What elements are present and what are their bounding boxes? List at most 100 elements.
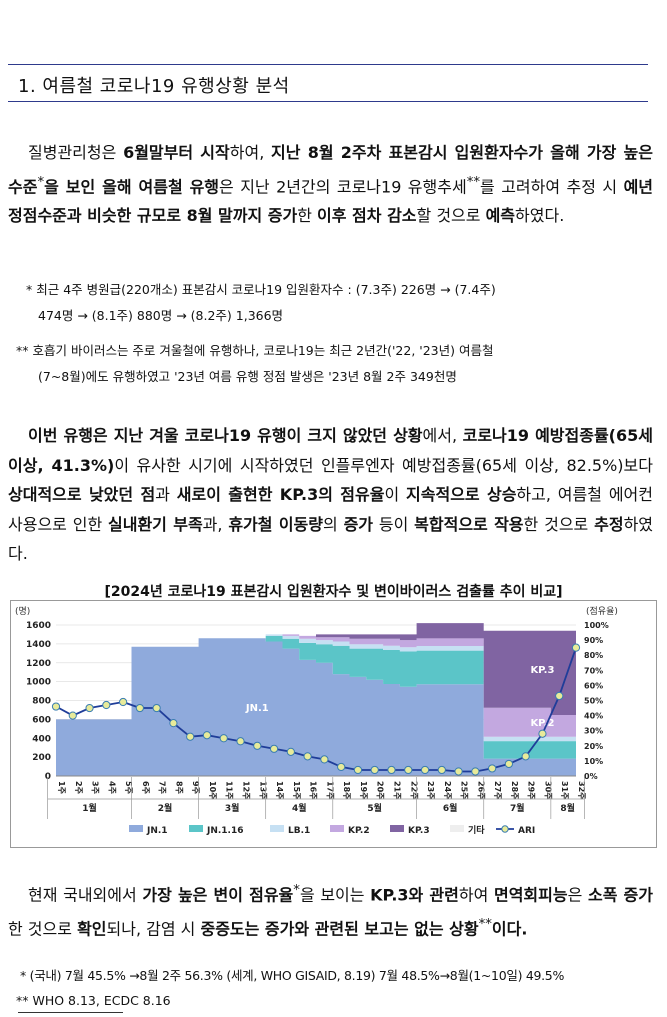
ari-point	[571, 643, 581, 652]
x-tick-label: 2주	[74, 781, 83, 795]
right-tick-label: 50%	[584, 697, 603, 706]
ari-point	[387, 765, 396, 775]
legend-swatch	[330, 825, 344, 832]
right-tick-label: 0%	[584, 772, 598, 781]
month-label: 5월	[367, 802, 382, 814]
ari-point	[219, 734, 228, 743]
ari-point	[286, 747, 295, 756]
month-label: 8월	[560, 802, 575, 814]
x-tick-label: 14주	[275, 781, 284, 800]
area-label-kp-2: KP.2	[530, 718, 554, 729]
x-tick-label: 24주	[443, 781, 452, 800]
legend-swatch	[129, 825, 143, 832]
area-label-kp-3: KP.3	[530, 665, 554, 676]
left-tick-label: 1400	[26, 640, 51, 650]
legend-swatch	[270, 825, 284, 832]
right-tick-label: 40%	[584, 712, 603, 721]
x-tick-label: 32주	[577, 781, 586, 800]
chart-svg: (명)(점유율)16001400120010008006004002000100…	[15, 605, 618, 836]
x-tick-label: 3주	[91, 781, 100, 795]
x-tick-label: 26주	[476, 781, 485, 800]
x-tick-label: 25주	[460, 781, 469, 800]
x-tick-label: 30주	[543, 781, 552, 800]
ari-point	[85, 703, 94, 713]
month-label: 2월	[158, 802, 173, 814]
left-tick-label: 200	[32, 753, 51, 763]
area-jn-1-16	[56, 635, 576, 759]
legend-label: 기타	[468, 824, 485, 836]
left-tick-label: 600	[32, 715, 51, 725]
x-tick-label: 31주	[560, 781, 569, 800]
ari-point	[152, 703, 161, 713]
right-tick-label: 70%	[584, 666, 603, 675]
right-tick-label: 100%	[584, 621, 609, 630]
x-tick-label: 16주	[309, 781, 318, 800]
x-tick-label: 15주	[292, 781, 301, 800]
section-title: 1. 여름철 코로나19 유행상황 분석	[18, 76, 290, 97]
chart-caption: [2024년 코로나19 표본감시 입원환자수 및 변이바이러스 검출률 추이 …	[104, 584, 563, 600]
left-tick-label: 1000	[26, 678, 51, 688]
month-label: 1월	[82, 802, 97, 814]
right-axis-unit: (점유율)	[586, 605, 618, 617]
paragraph-3: 현재 국내외에서 가장 높은 변이 점유율*을 보이는 KP.3와 관련하여 면…	[8, 883, 653, 939]
ari-point	[437, 765, 446, 775]
month-label: 3월	[225, 802, 240, 814]
area-kp-3	[56, 623, 576, 720]
x-tick-label: 9주	[191, 781, 200, 795]
ari-point	[538, 729, 547, 738]
x-tick-label: 4주	[107, 781, 116, 795]
x-tick-label: 10주	[208, 781, 217, 800]
left-tick-label: 800	[32, 697, 51, 707]
ari-point	[303, 752, 312, 761]
footnote-4: ** WHO 8.13, ECDC 8.16	[16, 993, 171, 1008]
paragraph-2: 이번 유행은 지난 겨울 코로나19 유행이 크지 않았던 상황에서, 코로나1…	[8, 426, 654, 563]
x-tick-label: 29주	[527, 781, 536, 800]
right-tick-label: 90%	[584, 636, 603, 645]
legend-marker-ari	[501, 825, 509, 833]
legend-label: JN.1	[146, 826, 168, 836]
right-tick-label: 30%	[584, 727, 603, 736]
x-tick-label: 18주	[342, 781, 351, 800]
left-tick-label: 400	[32, 734, 51, 744]
x-tick-label: 28주	[510, 781, 519, 800]
ari-point	[521, 752, 530, 761]
month-label: 4월	[292, 802, 307, 814]
legend-label: KP.2	[348, 826, 370, 836]
left-tick-label: 1600	[26, 621, 51, 631]
x-tick-label: 7주	[158, 781, 167, 795]
paragraph-1: 질병관리청은 6월말부터 시작하여, 지난 8월 2주차 표본감시 입원환자수가…	[8, 143, 654, 226]
footnote-2: ** 호흡기 바이러스는 주로 겨울철에 유행하나, 코로나19는 최근 2년간…	[16, 343, 494, 384]
ari-point	[169, 719, 178, 728]
area-jn-1	[56, 638, 576, 776]
right-tick-label: 80%	[584, 651, 603, 660]
x-tick-label: 1주	[57, 781, 66, 795]
footnote-divider	[18, 1012, 123, 1013]
chart-container: (명)(점유율)16001400120010008006004002000100…	[10, 600, 657, 848]
x-tick-label: 11주	[225, 781, 234, 800]
footnote-3: * (국내) 7월 45.5% →8월 2주 56.3% (세계, WHO GI…	[20, 968, 565, 983]
ari-point	[454, 767, 463, 776]
ari-point	[353, 765, 363, 775]
ari-point	[236, 737, 245, 746]
ari-point	[202, 731, 212, 740]
x-tick-label: 20주	[376, 781, 385, 800]
ari-point	[504, 759, 514, 769]
x-tick-label: 23주	[426, 781, 435, 800]
legend-swatch	[189, 825, 203, 832]
ari-point	[118, 697, 128, 707]
legend-label: JN.1.16	[206, 826, 244, 836]
footnote-1: * 최근 4주 병원급(220개소) 표본감시 코로나19 입원환자수 : (7…	[26, 282, 496, 323]
x-tick-label: 17주	[325, 781, 334, 800]
x-tick-label: 6주	[141, 781, 150, 795]
right-tick-label: 20%	[584, 742, 603, 751]
legend-swatch	[390, 825, 404, 832]
area-kp-2	[56, 634, 576, 737]
left-tick-label: 1200	[26, 659, 51, 669]
ari-point	[68, 711, 77, 720]
right-tick-label: 10%	[584, 757, 603, 766]
x-tick-label: 12주	[242, 781, 251, 800]
month-label: 7월	[510, 802, 525, 814]
ari-point	[102, 700, 111, 710]
area-label-jn-1: JN.1	[245, 703, 269, 714]
x-tick-label: 27주	[493, 781, 502, 800]
